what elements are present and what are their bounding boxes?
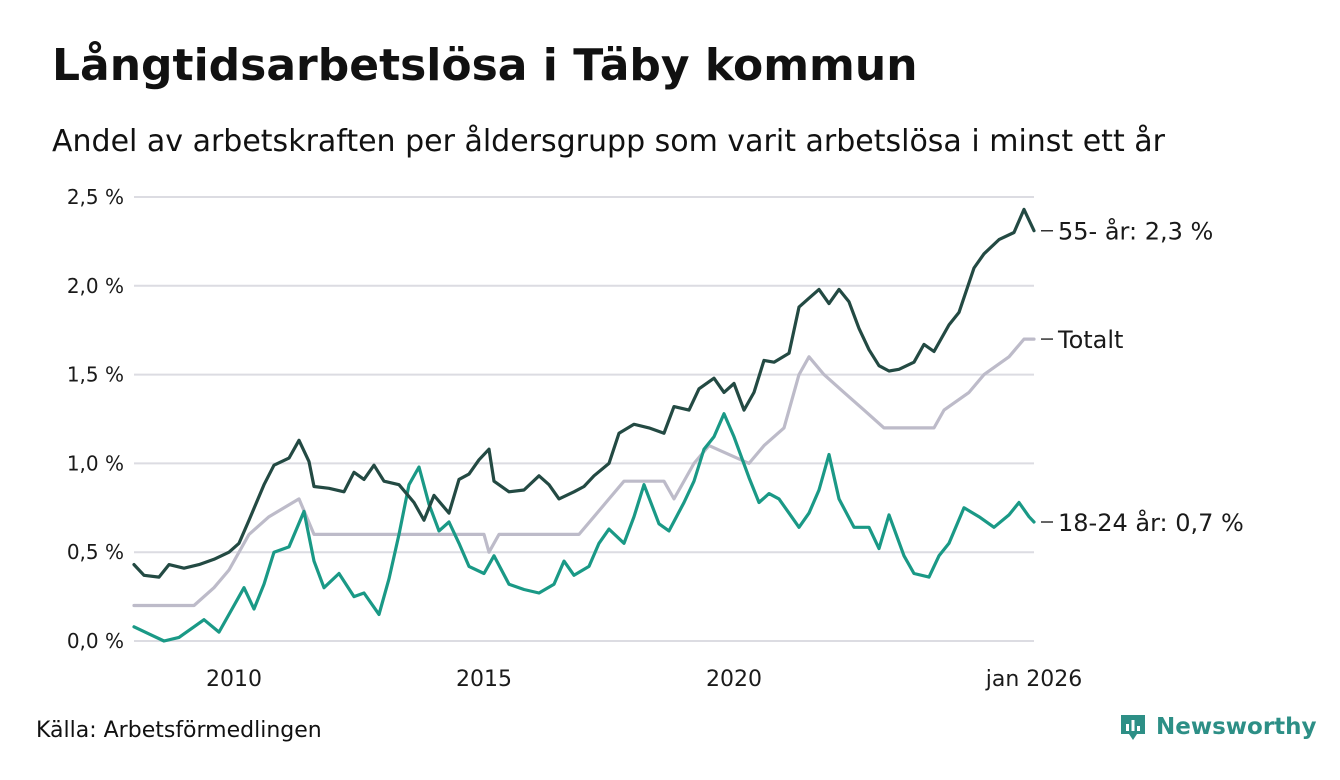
series-line-18-24 (132, 412, 1036, 643)
y-tick-label: 1,5 % (67, 363, 124, 387)
chart-title: Långtidsarbetslösa i Täby kommun (52, 40, 918, 91)
newsworthy-icon (1121, 715, 1145, 740)
series-end-label: 18-24 år: 0,7 % (1058, 508, 1244, 537)
chart-subtitle: Andel av arbetskraften per åldersgrupp s… (52, 124, 1165, 159)
series-end-label: 55- år: 2,3 % (1058, 217, 1213, 246)
series-line-total (132, 337, 1036, 608)
x-tick-label: jan 2026 (985, 667, 1083, 692)
x-tick-label: 2015 (456, 667, 512, 692)
y-tick-label: 1,0 % (67, 451, 124, 475)
series-end-label: Totalt (1057, 326, 1123, 354)
y-tick-label: 0,0 % (67, 629, 124, 653)
source-note: Källa: Arbetsförmedlingen (36, 718, 322, 743)
brand-name: Newsworthy (1156, 714, 1317, 740)
y-tick-label: 0,5 % (67, 540, 124, 564)
y-tick-label: 2,0 % (67, 274, 124, 298)
brand-logo[interactable]: Newsworthy (1118, 712, 1317, 742)
y-tick-label: 2,5 % (67, 185, 124, 209)
x-tick-label: 2010 (206, 667, 262, 692)
series-line-55 (132, 207, 1036, 579)
line-chart: 0,0 % 0,5 % 1,0 % 1,5 % 2,0 % 2,5 % 2010 2015 20… (67, 185, 1244, 692)
x-tick-label: 2020 (706, 667, 762, 692)
